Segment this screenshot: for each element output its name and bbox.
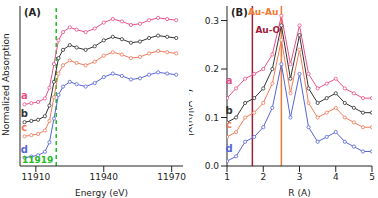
svg-text:0.0: 0.0 xyxy=(205,161,220,171)
svg-text:a: a xyxy=(226,75,233,86)
svg-text:11970: 11970 xyxy=(157,172,186,182)
svg-text:11919: 11919 xyxy=(22,155,53,165)
svg-text:c: c xyxy=(21,122,27,133)
html-text:(A): (A) xyxy=(24,7,41,18)
svg-text:0.2: 0.2 xyxy=(205,64,219,74)
svg-text:Energy (eV): Energy (eV) xyxy=(75,188,128,198)
html-text:(B): (B) xyxy=(231,7,248,18)
svg-text:b: b xyxy=(225,105,232,116)
svg-text:d: d xyxy=(225,143,232,154)
svg-text:11940: 11940 xyxy=(89,172,118,182)
svg-text:Au-Au: Au-Au xyxy=(248,7,278,17)
svg-text:R (A): R (A) xyxy=(288,188,310,198)
svg-text:b: b xyxy=(21,108,28,119)
svg-text:d: d xyxy=(21,144,28,155)
svg-text:2: 2 xyxy=(260,172,266,182)
svg-text:1: 1 xyxy=(224,172,230,182)
svg-text:4: 4 xyxy=(333,172,339,182)
svg-text:a: a xyxy=(21,90,28,101)
svg-text:11910: 11910 xyxy=(22,172,51,182)
svg-text:0.1: 0.1 xyxy=(205,113,219,123)
svg-text:c: c xyxy=(226,119,232,130)
svg-text:0.3: 0.3 xyxy=(205,16,219,26)
svg-text:|X(R)|(A⁻²): |X(R)|(A⁻²) xyxy=(189,89,194,136)
svg-text:5: 5 xyxy=(369,172,370,182)
svg-text:3: 3 xyxy=(297,172,303,182)
svg-text:Au-O: Au-O xyxy=(255,25,280,35)
svg-text:Normalized Absorption: Normalized Absorption xyxy=(8,33,11,136)
